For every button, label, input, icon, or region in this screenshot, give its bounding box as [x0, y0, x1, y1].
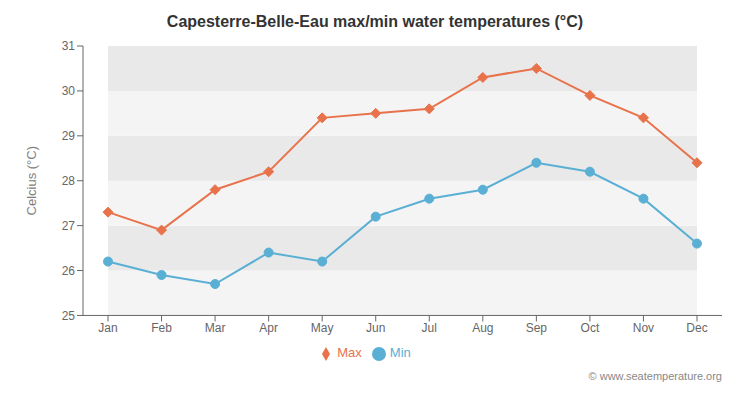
- svg-text:Feb: Feb: [151, 321, 172, 335]
- svg-text:26: 26: [62, 264, 76, 278]
- svg-text:Celcius (°C): Celcius (°C): [24, 146, 39, 215]
- svg-text:Apr: Apr: [259, 321, 278, 335]
- svg-text:29: 29: [62, 129, 76, 143]
- html-text:Min: Min: [389, 345, 411, 361]
- svg-text:Jan: Jan: [98, 321, 117, 335]
- html-text:Capesterre-Belle-Eau max/min w: Capesterre-Belle-Eau max/min water tempe…: [166, 13, 584, 30]
- svg-text:Aug: Aug: [472, 321, 493, 335]
- svg-text:25: 25: [62, 309, 76, 323]
- svg-text:Mar: Mar: [205, 321, 226, 335]
- svg-text:27: 27: [62, 219, 76, 233]
- svg-text:28: 28: [62, 174, 76, 188]
- svg-text:Dec: Dec: [686, 321, 707, 335]
- svg-text:31: 31: [62, 39, 76, 53]
- svg-text:Sep: Sep: [526, 321, 548, 335]
- svg-text:Jul: Jul: [422, 321, 437, 335]
- svg-text:Jun: Jun: [366, 321, 385, 335]
- svg-text:Nov: Nov: [633, 321, 654, 335]
- svg-text:May: May: [311, 321, 334, 335]
- svg-text:30: 30: [62, 84, 76, 98]
- svg-text:Oct: Oct: [581, 321, 600, 335]
- html-text:© www.seatemperature.org: © www.seatemperature.org: [588, 370, 722, 382]
- html-text:Max: Max: [337, 345, 362, 361]
